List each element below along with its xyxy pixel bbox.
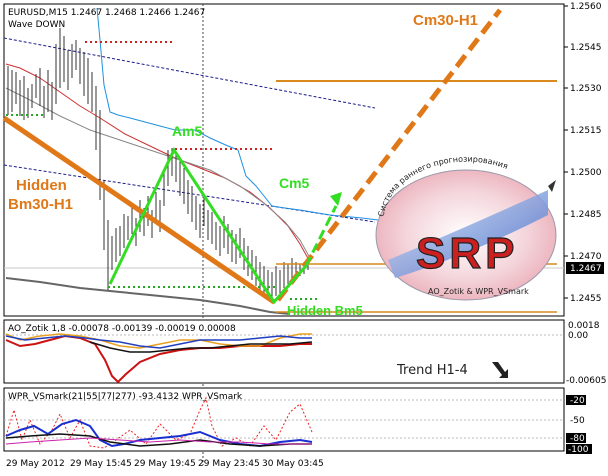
- trend-label: Trend H1-4: [396, 363, 468, 378]
- price-tick: 1.2455: [570, 294, 602, 304]
- wpr-tick: -80: [570, 434, 585, 444]
- price-tick: 1.2500: [570, 168, 602, 178]
- hidden-bm30-label-line2: Bm30-H1: [8, 196, 73, 213]
- wave-bm30-line: [2, 115, 276, 305]
- time-tick: 29 May 15:45: [70, 459, 132, 469]
- ao-panel-frame: [3, 319, 565, 384]
- price-tick: 1.2485: [570, 210, 602, 220]
- time-tick: 29 May 23:45: [198, 459, 260, 469]
- ao-axis: 0.0018 0.00 -0.00605: [566, 321, 606, 386]
- cm5-arrow-icon: [330, 192, 342, 206]
- hidden-bm5-label: Hidden Bm5: [287, 303, 363, 318]
- logo-letters: SRP: [416, 229, 518, 278]
- time-tick: 29 May 19:45: [134, 459, 196, 469]
- price-tick: 1.2530: [570, 84, 602, 94]
- wave-cm5-projection: [304, 205, 338, 267]
- wpr-red-dotted: [5, 396, 313, 449]
- ao-tick: 0.00: [568, 331, 588, 341]
- price-axis: 1.2560 1.2545 1.2530 1.2515 1.2500 1.248…: [564, 2, 602, 304]
- hidden-bm30-label-line1: Hidden: [16, 177, 67, 194]
- ao-tick: -0.00605: [566, 376, 606, 386]
- wpr-magenta-line: [5, 437, 312, 445]
- price-tick: 1.2560: [570, 2, 602, 12]
- wave-green-line: [108, 146, 308, 305]
- am5-label: Am5: [172, 123, 203, 139]
- ma-blue-line: [96, 7, 379, 221]
- wpr-header: WPR_VSmark(21|55|77|277) -93.4132 WPR_VS…: [8, 392, 243, 402]
- ao-tick: 0.0018: [568, 321, 600, 331]
- logo-bottom-text: AO_Zotik & WPR_VSmark: [428, 287, 529, 296]
- wpr-black-line: [5, 433, 312, 447]
- ao-header: AO_Zotik 1,8 -0.00078 -0.00139 -0.00019 …: [8, 324, 236, 334]
- ao-blue-line: [5, 335, 312, 349]
- price-tick: 1.2515: [570, 126, 602, 136]
- wpr-indicator-panel: WPR_VSmark(21|55|77|277) -93.4132 WPR_VS…: [3, 387, 592, 455]
- wpr-axis: -20 -50 -80 -100: [566, 395, 592, 455]
- logo-swoosh: [388, 190, 548, 278]
- cm30-label: Cm30-H1: [413, 12, 478, 29]
- trend-arrow-down-icon: [492, 362, 508, 378]
- channel-upper-line: [3, 37, 376, 109]
- price-tick: 1.2545: [570, 43, 602, 53]
- cm5-label: Cm5: [279, 175, 310, 191]
- current-price-tag: 1.2467: [566, 262, 604, 274]
- chart-subheader: Wave DOWN: [8, 20, 65, 30]
- wpr-tick: -100: [568, 445, 589, 455]
- time-tick: 30 May 03:45: [262, 459, 324, 469]
- price-tick: 1.2470: [570, 252, 602, 262]
- ma-slow-line: [5, 277, 291, 315]
- ao-black-line: [89, 341, 313, 353]
- time-axis: 29 May 2012 29 May 15:45 29 May 19:45 29…: [6, 459, 324, 469]
- wpr-tick: -50: [570, 416, 585, 426]
- main-price-panel: 1.2560 1.2545 1.2530 1.2515 1.2500 1.248…: [2, 2, 604, 465]
- wpr-tick: -20: [570, 396, 585, 406]
- ao-indicator-panel: AO_Zotik 1,8 -0.00078 -0.00139 -0.00019 …: [3, 319, 606, 386]
- srp-logo: Система раннего прогнозирования SRP AO_Z…: [375, 155, 557, 301]
- wave-cm30-projection: [276, 8, 502, 302]
- time-tick: 29 May 2012: [6, 459, 65, 469]
- current-price-label: 1.2467: [570, 264, 602, 274]
- chart-header: EURUSD,M15 1.2467 1.2468 1.2466 1.2467: [8, 8, 205, 18]
